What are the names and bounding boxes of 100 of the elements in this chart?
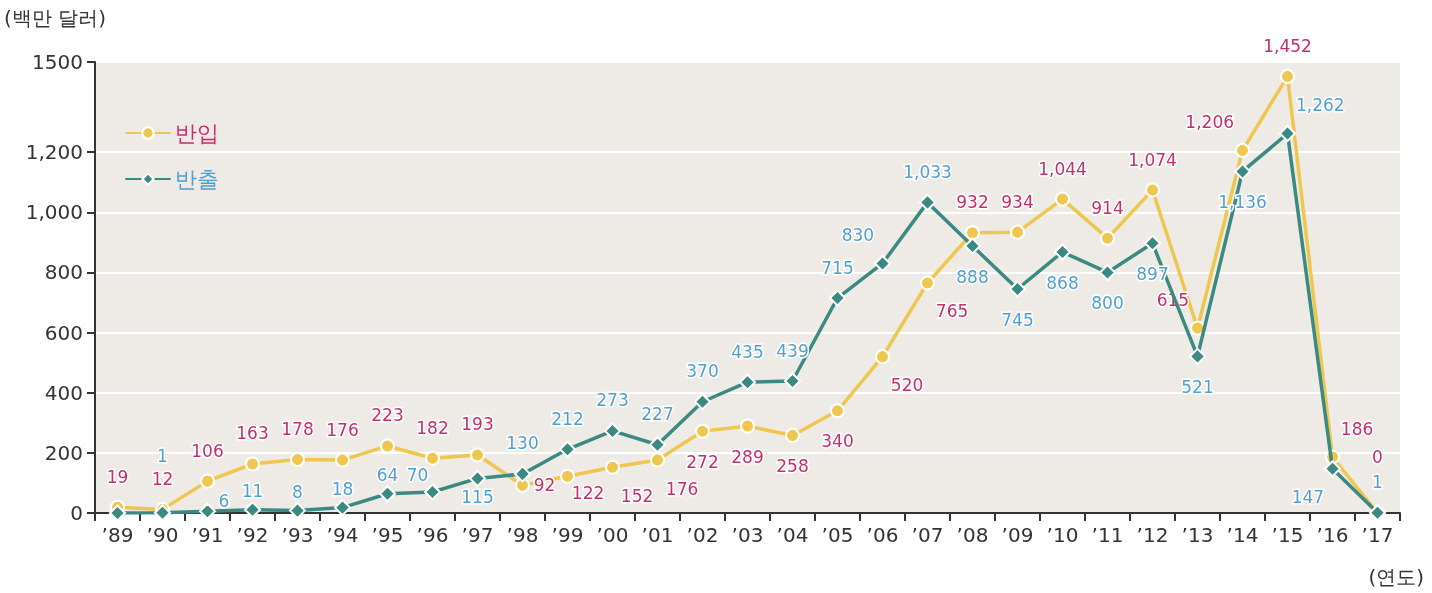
data-label: 765 [935,301,969,322]
x-tick-label: ’98 [506,523,539,547]
data-label: 289 [731,446,764,467]
x-tick-label: ’93 [281,523,314,547]
point [560,468,575,484]
x-tick-label: ’95 [371,523,404,547]
point [920,275,935,291]
data-label: 272 [686,451,719,472]
data-label: 715 [821,257,854,278]
point [514,465,531,483]
x-tick-label: ’13 [1181,523,1214,547]
y-tick-label: 1500 [32,50,83,74]
point [200,473,215,489]
point [469,469,486,487]
data-label: 223 [371,405,404,426]
y-tick-label: 800 [44,260,83,285]
point [1010,224,1025,240]
data-label: 1,452 [1263,35,1312,56]
point [964,237,981,255]
data-label: 186 [1340,418,1374,439]
x-tick-label: ’01 [641,523,674,547]
data-label: 340 [821,431,854,452]
data-label: 258 [776,455,809,476]
point [740,418,755,434]
data-label: 212 [551,408,584,429]
point [605,459,620,475]
point [1145,182,1160,198]
x-tick-label: ’08 [956,523,989,547]
legend-label: 반출 [175,166,219,192]
data-label: 12 [151,468,174,489]
data-label: 106 [191,440,224,461]
data-label: 182 [416,417,449,438]
y-tick-label: 200 [44,440,83,465]
data-label: 130 [506,433,539,454]
x-tick-label: ’89 [101,523,134,547]
point [1144,234,1161,252]
point [1054,243,1071,261]
x-tick-label: ’00 [596,523,629,547]
point [379,485,396,503]
x-tick-label: ’04 [776,523,809,547]
data-label: 227 [641,404,674,425]
point [695,423,710,439]
point [875,349,890,365]
data-label: 193 [461,414,494,435]
x-axis-title: (연도) [1368,565,1424,589]
data-label: 520 [890,375,924,396]
point [829,289,846,307]
y-tick-label: 400 [44,380,83,405]
point [245,456,260,472]
data-label: 152 [620,485,654,506]
point [739,373,756,391]
data-label: 370 [686,361,719,382]
data-label: 19 [106,466,129,487]
data-label: 1,074 [1128,149,1177,170]
x-tick-label: ’09 [1001,523,1034,547]
data-label: 122 [571,482,605,503]
x-tick-label: ’12 [1136,523,1169,547]
point [425,450,440,466]
data-label: 439 [776,340,809,361]
x-tick-label: ’94 [326,523,359,547]
data-label: 1 [1372,472,1383,493]
x-tick-label: ’07 [911,523,944,547]
point [1189,347,1206,365]
data-label: 11 [241,481,264,502]
point [199,502,216,520]
point [1235,142,1250,158]
point [649,436,666,454]
x-tick-label: ’90 [146,523,179,547]
point [874,254,891,272]
point [694,393,711,411]
point [1280,68,1295,84]
data-label: 435 [731,341,764,362]
point [1234,162,1251,180]
data-label: 1,262 [1295,95,1345,116]
data-label: 115 [461,486,494,507]
point [1190,320,1205,336]
point [470,447,485,463]
point [919,193,936,211]
data-label: 932 [956,192,989,213]
x-tick-label: ’16 [1316,523,1349,547]
data-label: 8 [292,482,303,503]
point [785,427,800,443]
x-tick-label: ’05 [821,523,854,547]
point [1324,460,1341,478]
point [424,483,441,501]
y-axis-title: (백만 달러) [4,6,106,30]
data-label: 273 [596,390,629,411]
data-label: 178 [281,418,314,439]
x-tick-label: ’91 [191,523,224,547]
point [1100,230,1115,246]
y-tick-label: 0 [70,501,83,525]
x-tick-label: ’96 [416,523,449,547]
data-label: 0 [1372,446,1383,467]
point [604,422,621,440]
legend-label: 반입 [175,120,219,146]
point [965,225,980,241]
point [830,403,845,419]
data-label: 163 [236,423,269,444]
data-label: 1 [157,446,168,467]
data-label: 1,044 [1038,158,1087,179]
